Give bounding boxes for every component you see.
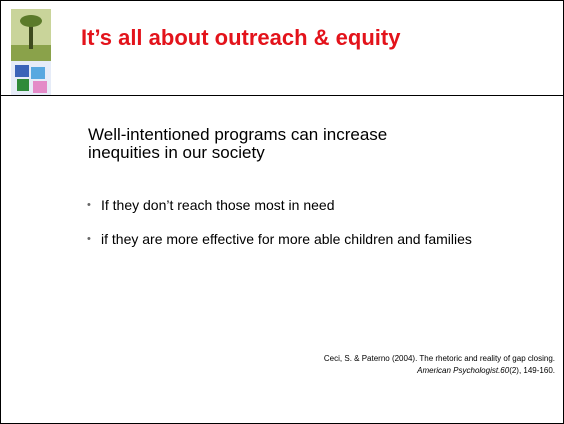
bullet: If they don’t reach those most in need <box>87 197 547 213</box>
slide-title: It’s all about outreach & equity <box>81 25 401 50</box>
citation-text: Ceci, S. & Paterno (2004). The rhetoric … <box>323 354 555 363</box>
logo <box>11 9 51 95</box>
lead-text: Well-intentioned programs can increase i… <box>88 125 388 162</box>
header-rule <box>1 95 563 96</box>
citation-rest: (2), 149-160. <box>509 366 555 375</box>
bullet-list: If they don’t reach those most in need i… <box>87 197 547 265</box>
citation: Ceci, S. & Paterno (2004). The rhetoric … <box>305 353 555 377</box>
bullet: if they are more effective for more able… <box>87 231 547 247</box>
citation-journal: American Psychologist.60 <box>417 366 510 375</box>
